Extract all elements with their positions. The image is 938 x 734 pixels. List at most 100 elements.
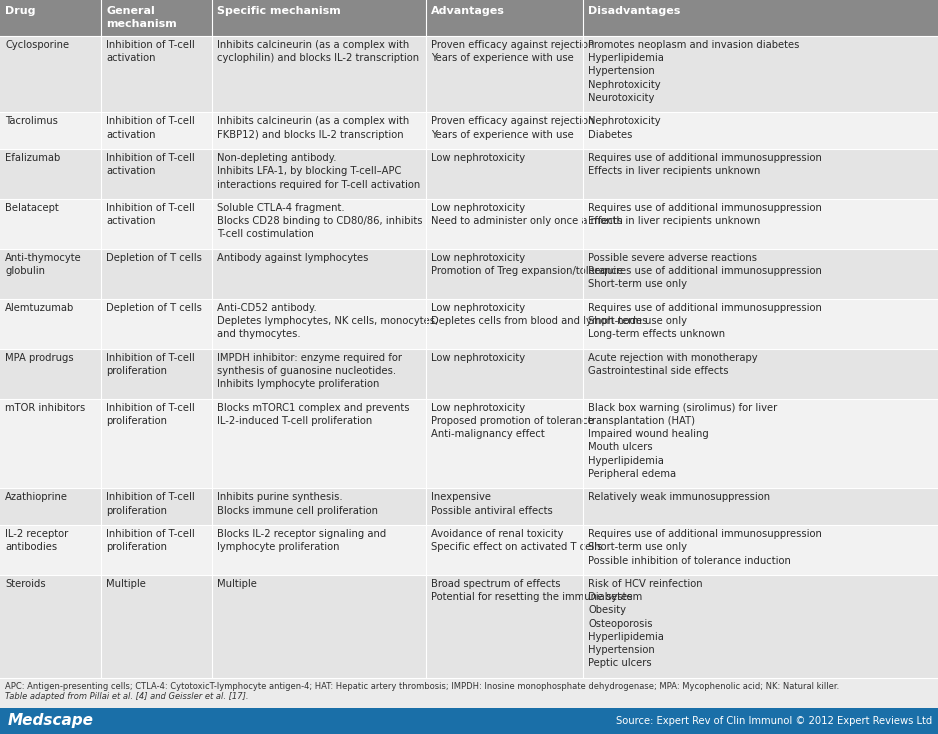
Bar [583,249,938,299]
Bar [583,36,938,112]
Bar [212,525,426,575]
Bar [0,525,101,575]
Bar [0,36,101,112]
Bar [0,149,101,199]
Text: Inhibition of T-cell
activation: Inhibition of T-cell activation [106,40,195,63]
Bar [101,149,212,199]
Bar [426,349,583,399]
Bar [0,575,101,678]
Text: Anti-thymocyte
globulin: Anti-thymocyte globulin [5,253,82,276]
Text: Cyclosporine: Cyclosporine [5,40,69,50]
Text: Inexpensive
Possible antiviral effects: Inexpensive Possible antiviral effects [431,493,552,516]
Bar [101,399,212,488]
Text: Proven efficacy against rejection
Years of experience with use: Proven efficacy against rejection Years … [431,117,595,139]
Text: Multiple: Multiple [106,579,146,589]
Text: Black box warning (sirolimus) for liver
transplantation (HAT)
Impaired wound hea: Black box warning (sirolimus) for liver … [588,403,778,479]
Bar [101,199,212,249]
Bar [212,0,426,36]
Bar [212,249,426,299]
Bar [101,249,212,299]
Bar [101,349,212,399]
Bar [426,112,583,149]
Bar [0,0,101,36]
Bar [583,299,938,349]
Bar [0,708,938,734]
Bar [101,36,212,112]
Bar [426,249,583,299]
Text: Alemtuzumab: Alemtuzumab [5,303,74,313]
Bar [0,349,101,399]
Text: General
mechanism: General mechanism [106,6,177,29]
Bar [212,149,426,199]
Bar [101,112,212,149]
Bar [212,575,426,678]
Text: Disadvantages: Disadvantages [588,6,681,16]
Bar [0,399,101,488]
Text: Inhibition of T-cell
activation: Inhibition of T-cell activation [106,203,195,226]
Bar [426,199,583,249]
Bar [426,0,583,36]
Text: Requires use of additional immunosuppression
Effects in liver recipients unknown: Requires use of additional immunosuppres… [588,153,823,176]
Bar [101,299,212,349]
Text: Requires use of additional immunosuppression
Effects in liver recipients unknown: Requires use of additional immunosuppres… [588,203,823,226]
Text: Inhibits calcineurin (as a complex with
cyclophilin) and blocks IL-2 transcripti: Inhibits calcineurin (as a complex with … [217,40,419,63]
Bar [0,199,101,249]
Bar [583,525,938,575]
Bar [0,112,101,149]
Text: Low nephrotoxicity
Need to administer only once a month: Low nephrotoxicity Need to administer on… [431,203,623,226]
Text: Depletion of T cells: Depletion of T cells [106,253,203,263]
Text: Advantages: Advantages [431,6,505,16]
Bar [583,488,938,525]
Bar [426,36,583,112]
Text: Blocks IL-2 receptor signaling and
lymphocyte proliferation: Blocks IL-2 receptor signaling and lymph… [217,529,386,553]
Text: Inhibition of T-cell
proliferation: Inhibition of T-cell proliferation [106,529,195,553]
Bar [101,0,212,36]
Text: Specific mechanism: Specific mechanism [217,6,340,16]
Text: Nephrotoxicity
Diabetes: Nephrotoxicity Diabetes [588,117,661,139]
Text: Inhibits calcineurin (as a complex with
FKBP12) and blocks IL-2 transcription: Inhibits calcineurin (as a complex with … [217,117,409,139]
Bar [0,249,101,299]
Bar [583,399,938,488]
Text: Inhibition of T-cell
proliferation: Inhibition of T-cell proliferation [106,493,195,516]
Text: Broad spectrum of effects
Potential for resetting the immune system: Broad spectrum of effects Potential for … [431,579,643,603]
Bar [101,575,212,678]
Bar [212,36,426,112]
Text: Promotes neoplasm and invasion diabetes
Hyperlipidemia
Hypertension
Nephrotoxici: Promotes neoplasm and invasion diabetes … [588,40,800,103]
Text: Inhibition of T-cell
proliferation: Inhibition of T-cell proliferation [106,353,195,376]
Text: Requires use of additional immunosuppression
Short-term use only
Long-term effec: Requires use of additional immunosuppres… [588,303,823,339]
Bar [0,299,101,349]
Text: Low nephrotoxicity
Proposed promotion of tolerance
Anti-malignancy effect: Low nephrotoxicity Proposed promotion of… [431,403,594,439]
Bar [101,525,212,575]
Text: Efalizumab: Efalizumab [5,153,60,163]
Bar [212,349,426,399]
Bar [583,199,938,249]
Text: Multiple: Multiple [217,579,257,589]
Text: Medscape: Medscape [8,713,94,729]
Text: Proven efficacy against rejection
Years of experience with use: Proven efficacy against rejection Years … [431,40,595,63]
Bar [426,525,583,575]
Text: Possible severe adverse reactions
Requires use of additional immunosuppression
S: Possible severe adverse reactions Requir… [588,253,823,289]
Bar [426,299,583,349]
Bar [583,349,938,399]
Text: Risk of HCV reinfection
Diabetes
Obesity
Osteoporosis
Hyperlipidemia
Hypertensio: Risk of HCV reinfection Diabetes Obesity… [588,579,704,668]
Text: Source: Expert Rev of Clin Immunol © 2012 Expert Reviews Ltd: Source: Expert Rev of Clin Immunol © 201… [615,716,932,726]
Bar [212,488,426,525]
Text: Anti-CD52 antibody.
Depletes lymphocytes, NK cells, monocytes,
and thymocytes.: Anti-CD52 antibody. Depletes lymphocytes… [217,303,438,339]
Bar [0,488,101,525]
Text: Steroids: Steroids [5,579,46,589]
Text: Low nephrotoxicity
Depletes cells from blood and lymph nodes: Low nephrotoxicity Depletes cells from b… [431,303,647,326]
Text: Non-depleting antibody.
Inhibits LFA-1, by blocking T-cell–APC
interactions requ: Non-depleting antibody. Inhibits LFA-1, … [217,153,420,189]
Text: Tacrolimus: Tacrolimus [5,117,58,126]
Text: Inhibition of T-cell
proliferation: Inhibition of T-cell proliferation [106,403,195,426]
Text: Depletion of T cells: Depletion of T cells [106,303,203,313]
Text: Low nephrotoxicity
Promotion of Treg expansion/tolerance: Low nephrotoxicity Promotion of Treg exp… [431,253,623,276]
Bar [212,399,426,488]
Text: Avoidance of renal toxicity
Specific effect on activated T cells: Avoidance of renal toxicity Specific eff… [431,529,602,553]
Text: Inhibits purine synthesis.
Blocks immune cell proliferation: Inhibits purine synthesis. Blocks immune… [217,493,378,516]
Text: Blocks mTORC1 complex and prevents
IL-2-induced T-cell proliferation: Blocks mTORC1 complex and prevents IL-2-… [217,403,410,426]
Text: Inhibition of T-cell
activation: Inhibition of T-cell activation [106,117,195,139]
Text: Azathioprine: Azathioprine [5,493,68,503]
Text: mTOR inhibitors: mTOR inhibitors [5,403,85,413]
Bar [583,0,938,36]
Text: Antibody against lymphocytes: Antibody against lymphocytes [217,253,369,263]
